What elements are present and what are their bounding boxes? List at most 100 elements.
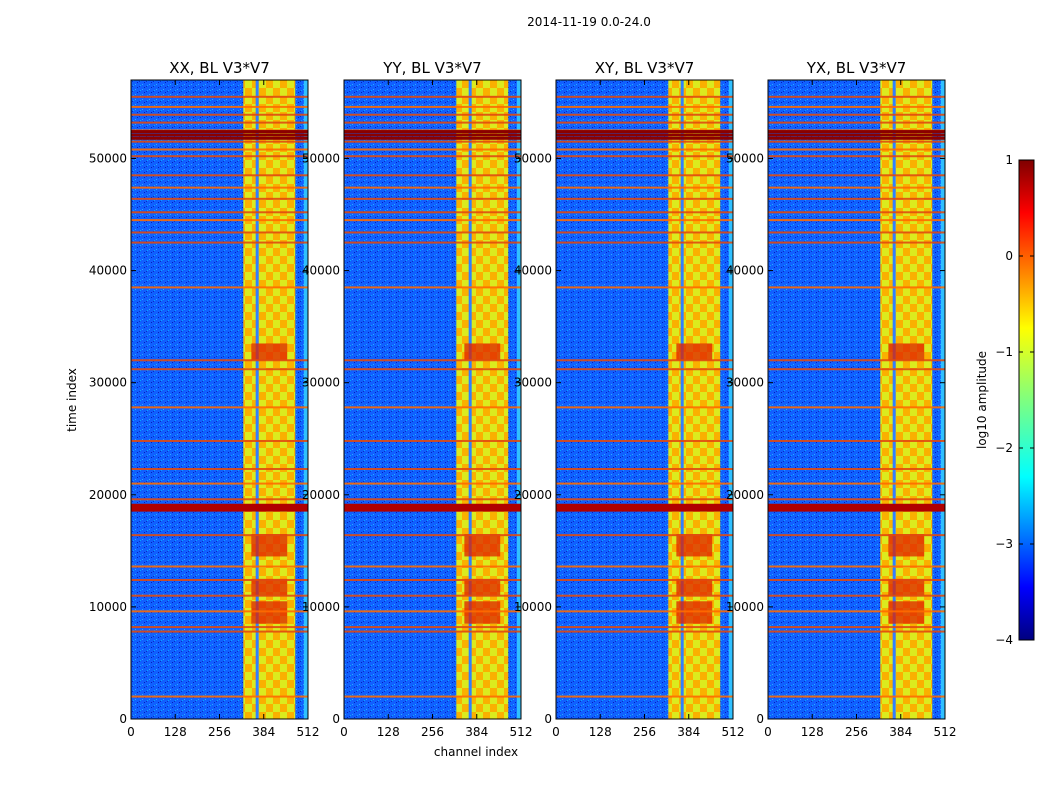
panel-title: XX, BL V3*V7 (169, 59, 270, 77)
rfi-line-strong (768, 136, 945, 140)
panels: XX, BL V3*V7 0 128 256 384 512 0 10000 20000 3000… (89, 59, 957, 739)
rfi-line (768, 95, 945, 98)
rfi-line (768, 174, 945, 177)
y-tick-label: 10000 (514, 600, 552, 614)
rfi-line (131, 121, 308, 124)
x-tick-label: 384 (252, 725, 275, 739)
rfi-line (556, 368, 733, 371)
rfi-line (768, 231, 945, 234)
mid-stripe (468, 80, 472, 719)
rfi-line (344, 626, 521, 629)
rfi-line (768, 241, 945, 244)
strong-rfi-band (768, 503, 945, 512)
rfi-line (131, 482, 308, 485)
bright-block (888, 578, 925, 596)
rfi-line (768, 197, 945, 200)
rfi-line (131, 286, 308, 289)
colorbar-gradient (1018, 159, 1035, 641)
edge-channels (516, 80, 521, 719)
colorbar-tick-label: −3 (995, 537, 1013, 551)
bright-block (251, 343, 288, 361)
edge-channels (728, 80, 733, 719)
rfi-line-strong (344, 133, 521, 137)
x-tick-label: 512 (934, 725, 957, 739)
rfi-line (768, 148, 945, 151)
y-tick-label: 30000 (726, 376, 764, 390)
x-tick-label: 384 (677, 725, 700, 739)
bright-block (251, 601, 288, 624)
rfi-line (344, 482, 521, 485)
rfi-line (768, 219, 945, 222)
panel: XX, BL V3*V7 0 128 256 384 512 0 10000 20000 3000… (89, 59, 320, 739)
edge-channels (303, 80, 308, 719)
rfi-line (131, 498, 308, 501)
x-axis-label: channel index (434, 745, 518, 759)
panel: YX, BL V3*V7 0 128 256 384 512 0 10000 20000 3000… (726, 59, 957, 739)
rfi-line (768, 578, 945, 581)
panel: YY, BL V3*V7 0 128 256 384 512 0 10000 20000 3000… (302, 59, 533, 739)
rfi-line (556, 534, 733, 537)
x-tick-label: 384 (889, 725, 912, 739)
bright-block (251, 534, 288, 557)
rfi-line-strong (556, 136, 733, 140)
rfi-line (556, 148, 733, 151)
rfi-line (556, 439, 733, 442)
rfi-line (556, 219, 733, 222)
panel-title: YX, BL V3*V7 (806, 59, 907, 77)
panel-title: YY, BL V3*V7 (382, 59, 481, 77)
rfi-line (131, 439, 308, 442)
rfi-line (556, 594, 733, 597)
panel-title: XY, BL V3*V7 (595, 59, 695, 77)
y-tick-label: 30000 (302, 376, 340, 390)
rfi-line (556, 482, 733, 485)
rfi-line (131, 219, 308, 222)
rfi-line (131, 95, 308, 98)
y-tick-label: 10000 (302, 600, 340, 614)
rfi-line (344, 534, 521, 537)
bright-block (676, 343, 713, 361)
bright-block (464, 343, 501, 361)
rfi-line (768, 368, 945, 371)
rfi-line (556, 231, 733, 234)
rfi-line (131, 211, 308, 214)
rfi-line (768, 482, 945, 485)
rfi-line (344, 174, 521, 177)
rfi-line-strong (768, 133, 945, 137)
rfi-line (344, 186, 521, 189)
y-tick-label: 50000 (89, 151, 127, 165)
rfi-line (768, 498, 945, 501)
y-tick-label: 0 (756, 712, 764, 726)
rfi-line (131, 368, 308, 371)
rfi-line (768, 534, 945, 537)
rfi-line-strong (344, 130, 521, 134)
rfi-line (768, 113, 945, 116)
rfi-line-strong (131, 130, 308, 134)
bright-block (251, 578, 288, 596)
x-tick-label: 128 (164, 725, 187, 739)
strong-rfi-band (556, 503, 733, 512)
rfi-line (344, 695, 521, 698)
rfi-line (344, 359, 521, 362)
colorbar-ticks: −4 −3 −2 −1 0 1 (995, 153, 1034, 647)
rfi-line (131, 140, 308, 143)
x-tick-label: 256 (845, 725, 868, 739)
rfi-line (131, 241, 308, 244)
panel: XY, BL V3*V7 0 128 256 384 512 0 10000 20000 3000… (514, 59, 745, 739)
rfi-line (131, 155, 308, 158)
rfi-line (556, 121, 733, 124)
y-tick-label: 30000 (514, 376, 552, 390)
bright-block (888, 343, 925, 361)
rfi-line (344, 368, 521, 371)
rfi-line (556, 286, 733, 289)
y-tick-label: 20000 (302, 488, 340, 502)
strong-rfi-band (131, 503, 308, 512)
bright-block (464, 601, 501, 624)
rfi-line-strong (556, 133, 733, 137)
rfi-line (556, 197, 733, 200)
y-tick-label: 10000 (89, 600, 127, 614)
x-tick-label: 0 (127, 725, 135, 739)
x-tick-label: 0 (764, 725, 772, 739)
x-tick-label: 512 (297, 725, 320, 739)
y-tick-label: 40000 (302, 264, 340, 278)
